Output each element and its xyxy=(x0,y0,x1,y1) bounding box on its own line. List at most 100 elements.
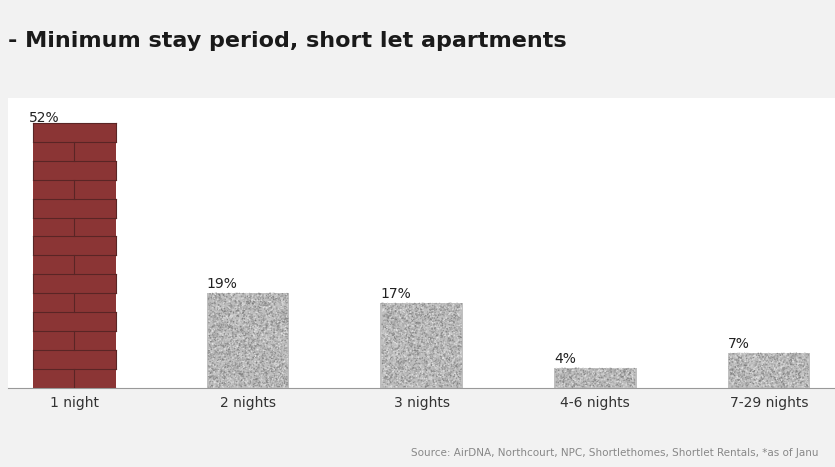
Point xyxy=(557,376,570,384)
Point xyxy=(405,343,418,350)
Point xyxy=(624,377,637,385)
Point xyxy=(264,291,277,299)
Point xyxy=(432,349,445,356)
Point xyxy=(379,380,392,387)
Point xyxy=(446,325,459,332)
Point xyxy=(400,300,413,307)
Point xyxy=(269,296,282,303)
Point xyxy=(796,376,809,384)
Point xyxy=(737,371,751,378)
Point xyxy=(413,322,427,329)
Point xyxy=(220,299,234,306)
Point xyxy=(390,371,403,378)
Point xyxy=(618,371,631,379)
Point xyxy=(434,311,448,318)
Point xyxy=(418,332,432,340)
Point xyxy=(213,301,226,309)
Point xyxy=(765,368,778,376)
Point xyxy=(444,303,458,311)
Point xyxy=(428,308,441,315)
Point xyxy=(279,310,292,318)
Point xyxy=(239,375,252,383)
Point xyxy=(442,376,455,384)
Point xyxy=(449,302,463,309)
Point xyxy=(229,304,242,312)
Point xyxy=(422,365,435,372)
Point xyxy=(789,366,802,374)
Point xyxy=(792,368,805,375)
Point xyxy=(249,337,262,344)
Point xyxy=(212,313,225,321)
Point xyxy=(264,363,277,371)
Point xyxy=(432,370,445,377)
Point xyxy=(791,373,804,381)
Point xyxy=(238,315,251,322)
Point xyxy=(256,379,270,386)
Point xyxy=(769,353,782,360)
Point xyxy=(392,363,406,371)
Point xyxy=(271,334,285,342)
Point xyxy=(418,347,432,355)
Point xyxy=(271,359,285,367)
Point xyxy=(420,371,433,378)
Point xyxy=(280,318,293,325)
Point xyxy=(770,366,783,373)
Point xyxy=(441,347,454,354)
Point xyxy=(443,354,457,361)
Point xyxy=(413,341,427,349)
Point xyxy=(411,320,424,327)
Point xyxy=(237,380,250,388)
Point xyxy=(272,332,286,339)
Point xyxy=(382,310,396,318)
Point xyxy=(220,356,233,363)
Point xyxy=(276,292,290,299)
Point xyxy=(789,356,802,363)
Point xyxy=(238,293,251,300)
Point xyxy=(736,351,749,358)
Point xyxy=(772,360,785,367)
Point xyxy=(448,376,461,384)
Point xyxy=(216,329,230,336)
Point xyxy=(386,326,399,334)
Point xyxy=(215,336,229,344)
Point xyxy=(730,382,743,389)
Point xyxy=(229,356,242,364)
Point xyxy=(275,356,288,364)
Point xyxy=(212,358,225,366)
Point xyxy=(273,338,286,346)
Point xyxy=(769,358,782,366)
Point xyxy=(414,328,428,335)
Point xyxy=(228,340,241,347)
Point xyxy=(378,316,392,324)
Point xyxy=(598,370,611,377)
Point xyxy=(225,368,238,376)
Point xyxy=(440,371,453,379)
Point xyxy=(571,378,584,386)
Point xyxy=(234,367,247,374)
Point xyxy=(585,377,599,385)
Point xyxy=(444,369,458,377)
Point xyxy=(748,372,762,379)
Point xyxy=(241,321,255,329)
Point xyxy=(440,303,453,310)
Point xyxy=(219,366,232,373)
Point xyxy=(237,326,250,334)
Point xyxy=(207,342,220,350)
Point xyxy=(752,364,765,371)
Point xyxy=(437,372,450,379)
Point xyxy=(213,311,226,318)
Point xyxy=(242,300,256,307)
Point xyxy=(271,322,284,329)
Point xyxy=(409,356,423,364)
Point xyxy=(279,379,292,387)
Point xyxy=(229,290,242,297)
Point xyxy=(801,376,814,383)
Point xyxy=(250,350,264,358)
Point xyxy=(259,306,272,313)
Point xyxy=(790,350,803,358)
Point xyxy=(604,367,617,375)
Point xyxy=(394,325,407,333)
Point xyxy=(433,311,446,318)
Point xyxy=(407,335,420,343)
Point xyxy=(259,331,272,339)
